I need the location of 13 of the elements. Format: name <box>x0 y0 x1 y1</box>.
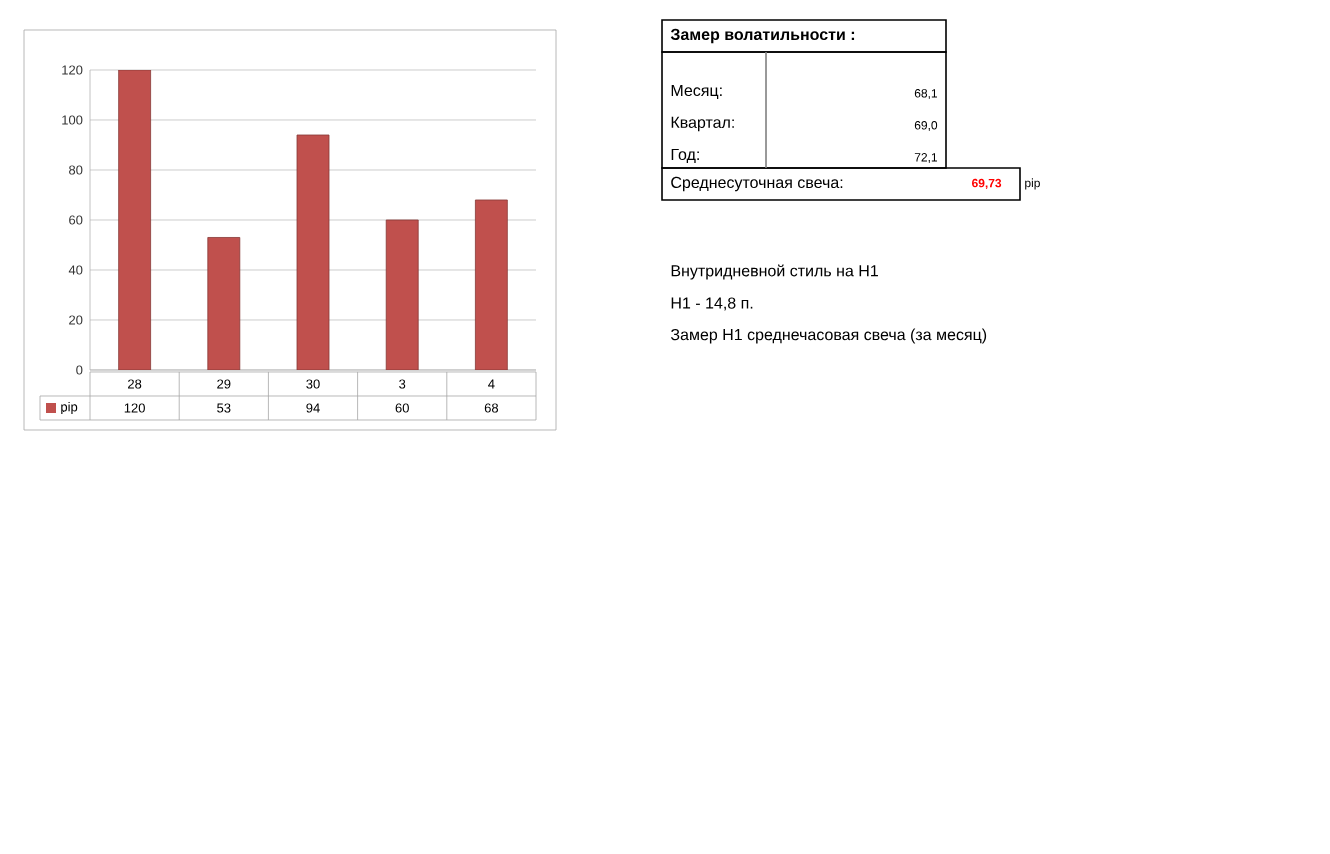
text: Месяц: <box>671 84 722 100</box>
bar <box>385 219 419 370</box>
bar <box>296 134 330 370</box>
text: Квартал: <box>671 116 734 132</box>
bar <box>118 69 152 370</box>
bar <box>475 199 508 370</box>
text: H1 - 14,8 п. <box>671 297 753 311</box>
text: Год: <box>671 148 699 164</box>
text: Замер H1 среднечасовая свеча (за месяц) <box>670 328 987 344</box>
text: Внутридневной стиль на H1 <box>671 264 878 280</box>
text: Среднесуточная свеча: <box>671 176 843 192</box>
bar <box>207 237 241 370</box>
text: Замер волатильности : <box>670 28 855 44</box>
